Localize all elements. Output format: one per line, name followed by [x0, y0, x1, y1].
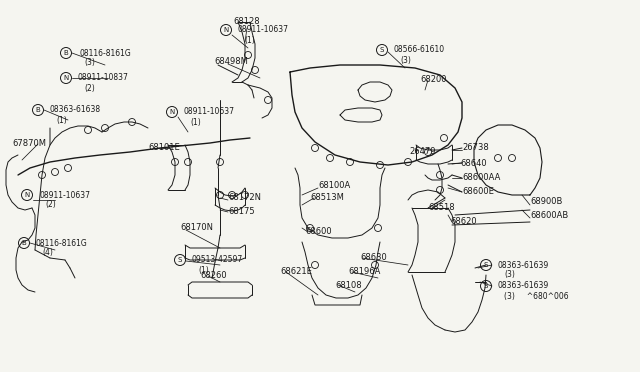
- Text: N: N: [223, 27, 228, 33]
- Text: N: N: [170, 109, 175, 115]
- Text: (1): (1): [244, 35, 255, 45]
- Text: 67870M: 67870M: [12, 140, 46, 148]
- Text: 68630: 68630: [360, 253, 387, 263]
- Text: S: S: [484, 262, 488, 268]
- Text: 68600AB: 68600AB: [530, 212, 568, 221]
- Text: 08116-8161G: 08116-8161G: [80, 48, 132, 58]
- Text: S: S: [178, 257, 182, 263]
- Text: (3): (3): [400, 55, 411, 64]
- Text: 26738: 26738: [462, 144, 489, 153]
- Text: (3)     ^680^006: (3) ^680^006: [504, 292, 568, 301]
- Text: 08911-10637: 08911-10637: [39, 190, 90, 199]
- Text: N: N: [24, 192, 29, 198]
- Text: 68170N: 68170N: [180, 224, 213, 232]
- Text: 08363-61639: 08363-61639: [498, 282, 549, 291]
- Text: 68513M: 68513M: [310, 192, 344, 202]
- Text: 08911-10837: 08911-10837: [78, 74, 129, 83]
- Text: 68196A: 68196A: [348, 267, 380, 276]
- Text: 08363-61638: 08363-61638: [50, 106, 101, 115]
- Text: 08911-10637: 08911-10637: [184, 108, 235, 116]
- Text: 26479: 26479: [409, 148, 435, 157]
- Text: S: S: [380, 47, 384, 53]
- Text: (1): (1): [56, 115, 67, 125]
- Text: N: N: [63, 75, 68, 81]
- Text: (3): (3): [504, 270, 515, 279]
- Text: 68128: 68128: [234, 17, 260, 26]
- Text: (2): (2): [84, 83, 95, 93]
- Text: 68620: 68620: [450, 218, 477, 227]
- Text: 09513-42597: 09513-42597: [192, 256, 243, 264]
- Text: 68498M: 68498M: [214, 58, 248, 67]
- Text: (4): (4): [42, 248, 53, 257]
- Text: B: B: [63, 50, 68, 56]
- Text: 68172N: 68172N: [228, 193, 261, 202]
- Text: (3): (3): [84, 58, 95, 67]
- Text: 68600AA: 68600AA: [462, 173, 500, 183]
- Text: 08363-61639: 08363-61639: [498, 260, 549, 269]
- Text: 68175: 68175: [228, 206, 255, 215]
- Text: 68200: 68200: [420, 76, 447, 84]
- Text: (1): (1): [198, 266, 209, 275]
- Text: 68100A: 68100A: [318, 180, 350, 189]
- Text: 68108: 68108: [335, 280, 362, 289]
- Text: 08116-8161G: 08116-8161G: [36, 238, 88, 247]
- Text: B: B: [22, 240, 26, 246]
- Text: (1): (1): [190, 118, 201, 126]
- Text: S: S: [484, 283, 488, 289]
- Text: 68101E: 68101E: [148, 144, 180, 153]
- Text: 68260: 68260: [200, 272, 227, 280]
- Text: 08566-61610: 08566-61610: [394, 45, 445, 55]
- Text: 68900B: 68900B: [530, 198, 563, 206]
- Text: 68600E: 68600E: [462, 187, 494, 196]
- Text: 68518: 68518: [428, 203, 454, 212]
- Text: B: B: [36, 107, 40, 113]
- Text: 68621E: 68621E: [280, 267, 312, 276]
- Text: 08911-10637: 08911-10637: [238, 26, 289, 35]
- Text: (2): (2): [45, 201, 56, 209]
- Text: 68600: 68600: [305, 228, 332, 237]
- Text: 68640: 68640: [460, 158, 486, 167]
